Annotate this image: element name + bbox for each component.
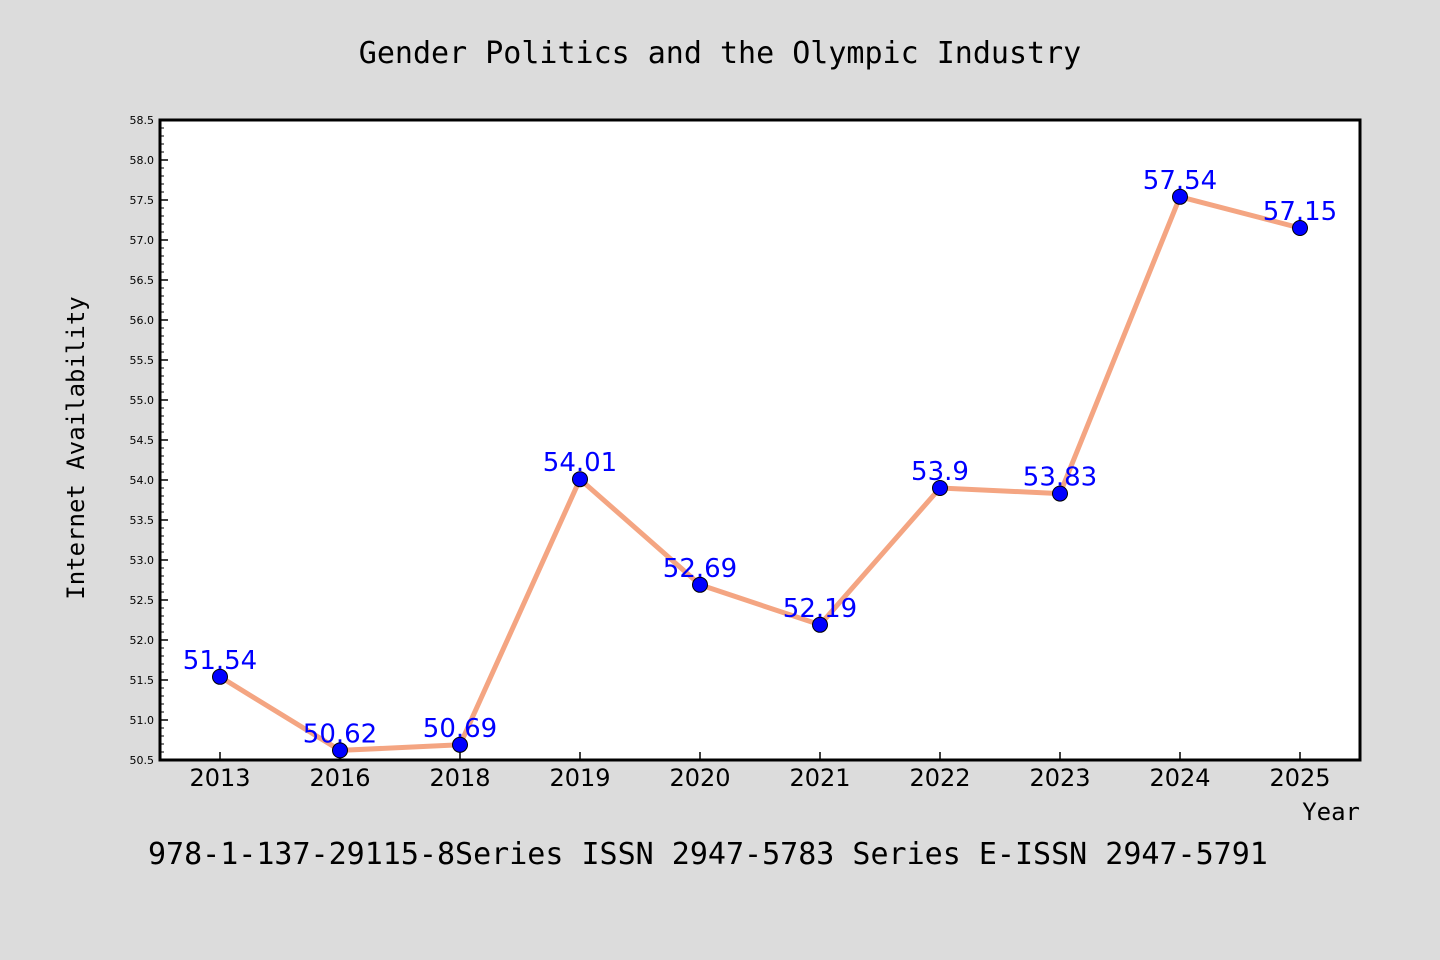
- chart-title: Gender Politics and the Olympic Industry: [359, 36, 1081, 71]
- y-axis-label: Internet Availability: [62, 296, 90, 599]
- x-tick-label: 2024: [1149, 764, 1210, 792]
- data-point: [212, 668, 228, 685]
- data-label: 54.01: [543, 448, 617, 478]
- data-point: [332, 742, 348, 759]
- data-point: [1172, 188, 1188, 205]
- data-label: 51.54: [183, 646, 257, 676]
- x-tick-label: 2025: [1269, 764, 1330, 792]
- y-axis-ticks: 50.5 51.0 51.5 52.0 52.5 53.0 53.5 54.0 54.5 55.0…: [130, 114, 168, 767]
- y-tick-label: 51.0: [130, 714, 155, 727]
- y-minor-ticks: [160, 127, 164, 753]
- y-tick-label: 51.5: [130, 674, 155, 687]
- data-label: 53.83: [1023, 463, 1097, 493]
- data-labels: 51.54 50.62 50.69 54.01 52.69 52.19 53.9 53.83 5…: [183, 166, 1337, 750]
- y-tick-label: 57.0: [130, 234, 155, 247]
- y-tick-label: 53.5: [130, 514, 155, 527]
- y-tick-label: 52.0: [130, 634, 155, 647]
- data-label: 57.15: [1263, 197, 1337, 227]
- y-tick-label: 57.5: [130, 194, 155, 207]
- data-label: 52.69: [663, 554, 737, 584]
- x-tick-label: 2016: [309, 764, 370, 792]
- x-tick-label: 2023: [1029, 764, 1090, 792]
- data-point: [452, 736, 468, 753]
- y-tick-label: 50.5: [130, 754, 155, 767]
- data-label: 52.19: [783, 594, 857, 624]
- data-point: [812, 616, 828, 633]
- data-point: [1292, 220, 1308, 236]
- x-tick-label: 2018: [429, 764, 490, 792]
- x-tick-label: 2022: [909, 764, 970, 792]
- data-point: [692, 576, 708, 593]
- footer-isbn-issn: 978-1-137-29115-8Series ISSN 2947-5783 S…: [148, 837, 1268, 872]
- y-tick-label: 58.5: [130, 114, 155, 127]
- x-axis-ticks: 2013 2016 2018 2019 2020 2021 2022 2023 2024 2025: [189, 752, 1331, 792]
- data-label: 50.69: [423, 714, 497, 744]
- data-point: [572, 471, 588, 488]
- y-tick-label: 54.5: [130, 434, 155, 447]
- y-tick-label: 55.0: [130, 394, 155, 407]
- x-tick-label: 2013: [189, 764, 250, 792]
- y-tick-label: 56.5: [130, 274, 155, 287]
- x-axis-label: Year: [1302, 798, 1360, 826]
- x-tick-label: 2021: [789, 764, 850, 792]
- series-line: [217, 194, 1303, 753]
- x-tick-label: 2019: [549, 764, 610, 792]
- data-point: [932, 480, 948, 496]
- y-tick-label: 53.0: [130, 554, 155, 567]
- data-point: [1052, 485, 1068, 502]
- data-label: 53.9: [911, 457, 969, 487]
- data-label: 50.62: [303, 719, 377, 749]
- y-tick-label: 52.5: [130, 594, 155, 607]
- y-tick-label: 56.0: [130, 314, 155, 327]
- y-tick-label: 54.0: [130, 474, 155, 487]
- plot-area: [158, 118, 1362, 762]
- x-tick-label: 2020: [669, 764, 730, 792]
- y-tick-label: 55.5: [130, 354, 155, 367]
- point-markers: [212, 188, 1308, 759]
- y-tick-label: 58.0: [130, 154, 155, 167]
- data-label: 57.54: [1143, 166, 1217, 196]
